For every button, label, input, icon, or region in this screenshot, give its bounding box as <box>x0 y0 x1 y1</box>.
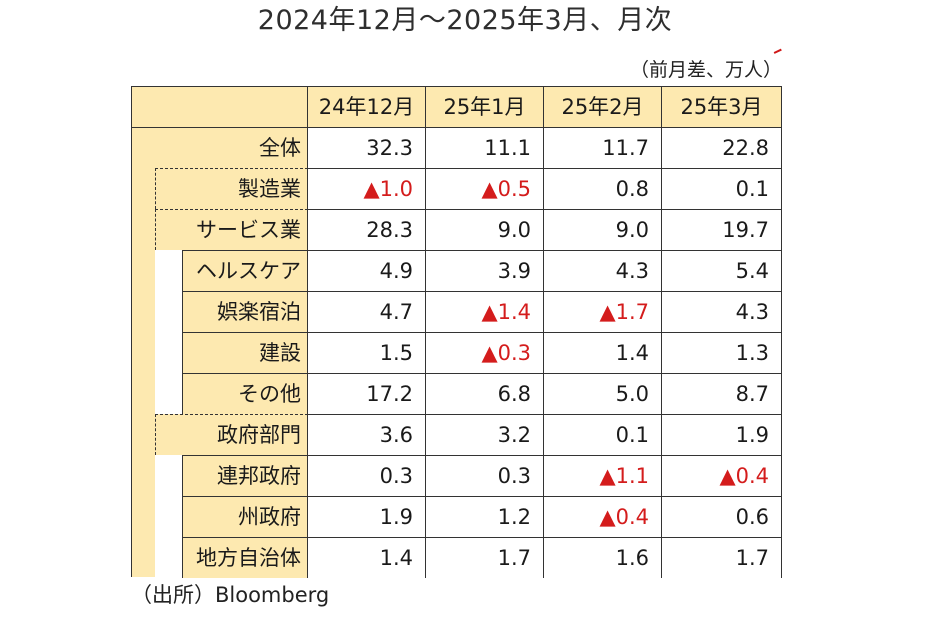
table-cell: 1.7 <box>426 537 544 578</box>
table-cell: ▲0.3 <box>426 332 544 373</box>
row-label: ヘルスケア <box>182 250 308 291</box>
row-label: 地方自治体 <box>182 537 308 578</box>
table-cell: 1.9 <box>308 496 426 537</box>
column-header: 25年3月 <box>662 86 782 127</box>
indent-strip <box>131 127 155 577</box>
table-cell: 0.8 <box>544 168 662 209</box>
table-cell: 4.3 <box>544 250 662 291</box>
table-cell: 1.4 <box>308 537 426 578</box>
table-row: 州政府 1.9 1.2 ▲0.4 0.6 <box>131 496 782 537</box>
table-row: 地方自治体 1.4 1.7 1.6 1.7 <box>131 537 782 578</box>
table-cell: 22.8 <box>662 127 782 168</box>
table-cell: 11.1 <box>426 127 544 168</box>
table-cell: 9.0 <box>426 209 544 250</box>
table-cell: 1.5 <box>308 332 426 373</box>
table-cell: 19.7 <box>662 209 782 250</box>
header-corner-cell <box>131 86 308 127</box>
row-label: 建設 <box>182 332 308 373</box>
table-cell: 28.3 <box>308 209 426 250</box>
table-cell: 1.7 <box>662 537 782 578</box>
row-label: サービス業 <box>155 209 308 250</box>
table-cell: 0.1 <box>662 168 782 209</box>
page-title: 2024年12月～2025年3月、月次 <box>257 5 673 36</box>
table-cell: 17.2 <box>308 373 426 414</box>
table-row: 製造業 ▲1.0 ▲0.5 0.8 0.1 <box>131 168 782 209</box>
table-cell: 11.7 <box>544 127 662 168</box>
table-row: ヘルスケア 4.9 3.9 4.3 5.4 <box>131 250 782 291</box>
table-cell: 32.3 <box>308 127 426 168</box>
row-label: 政府部門 <box>155 414 308 455</box>
unit-label: （前月差、万人） <box>629 59 782 81</box>
table-row: 政府部門 3.6 3.2 0.1 1.9 <box>131 414 782 455</box>
row-label: 連邦政府 <box>182 455 308 496</box>
column-header: 25年1月 <box>426 86 544 127</box>
table-cell: 0.6 <box>662 496 782 537</box>
table-cell: 0.3 <box>308 455 426 496</box>
row-label: 製造業 <box>155 168 308 209</box>
table-cell: 3.6 <box>308 414 426 455</box>
column-header: 25年2月 <box>544 86 662 127</box>
row-label: 全体 <box>131 127 308 168</box>
table-cell: 9.0 <box>544 209 662 250</box>
source-note: （出所）Bloomberg <box>131 583 330 607</box>
table-cell: 5.4 <box>662 250 782 291</box>
employment-table: 24年12月 25年1月 25年2月 25年3月 全体 32.3 11.1 11.7 2… <box>131 86 782 578</box>
table-cell: 0.1 <box>544 414 662 455</box>
table-cell: 4.9 <box>308 250 426 291</box>
column-header: 24年12月 <box>308 86 426 127</box>
table-row: 全体 32.3 11.1 11.7 22.8 <box>131 127 782 168</box>
row-label: その他 <box>182 373 308 414</box>
table-row: その他 17.2 6.8 5.0 8.7 <box>131 373 782 414</box>
table-cell: ▲1.4 <box>426 291 544 332</box>
table-row: 建設 1.5 ▲0.3 1.4 1.3 <box>131 332 782 373</box>
row-label: 娯楽宿泊 <box>182 291 308 332</box>
table-cell: 4.7 <box>308 291 426 332</box>
table-row: 連邦政府 0.3 0.3 ▲1.1 ▲0.4 <box>131 455 782 496</box>
row-label: 州政府 <box>182 496 308 537</box>
table-cell: ▲1.7 <box>544 291 662 332</box>
table-cell: ▲0.4 <box>662 455 782 496</box>
table-cell: 8.7 <box>662 373 782 414</box>
table-cell: 1.3 <box>662 332 782 373</box>
table-cell: 1.4 <box>544 332 662 373</box>
table-cell: ▲1.1 <box>544 455 662 496</box>
table-cell: 1.6 <box>544 537 662 578</box>
table-cell: 1.9 <box>662 414 782 455</box>
table-cell: 6.8 <box>426 373 544 414</box>
table-cell: ▲0.4 <box>544 496 662 537</box>
table-cell: 4.3 <box>662 291 782 332</box>
table-row: サービス業 28.3 9.0 9.0 19.7 <box>131 209 782 250</box>
table-cell: 5.0 <box>544 373 662 414</box>
table-cell: 0.3 <box>426 455 544 496</box>
table-cell: ▲0.5 <box>426 168 544 209</box>
table-row: 娯楽宿泊 4.7 ▲1.4 ▲1.7 4.3 <box>131 291 782 332</box>
table-cell: ▲1.0 <box>308 168 426 209</box>
table-cell: 3.9 <box>426 250 544 291</box>
table-cell: 1.2 <box>426 496 544 537</box>
table-header-row: 24年12月 25年1月 25年2月 25年3月 <box>131 86 782 127</box>
table-cell: 3.2 <box>426 414 544 455</box>
